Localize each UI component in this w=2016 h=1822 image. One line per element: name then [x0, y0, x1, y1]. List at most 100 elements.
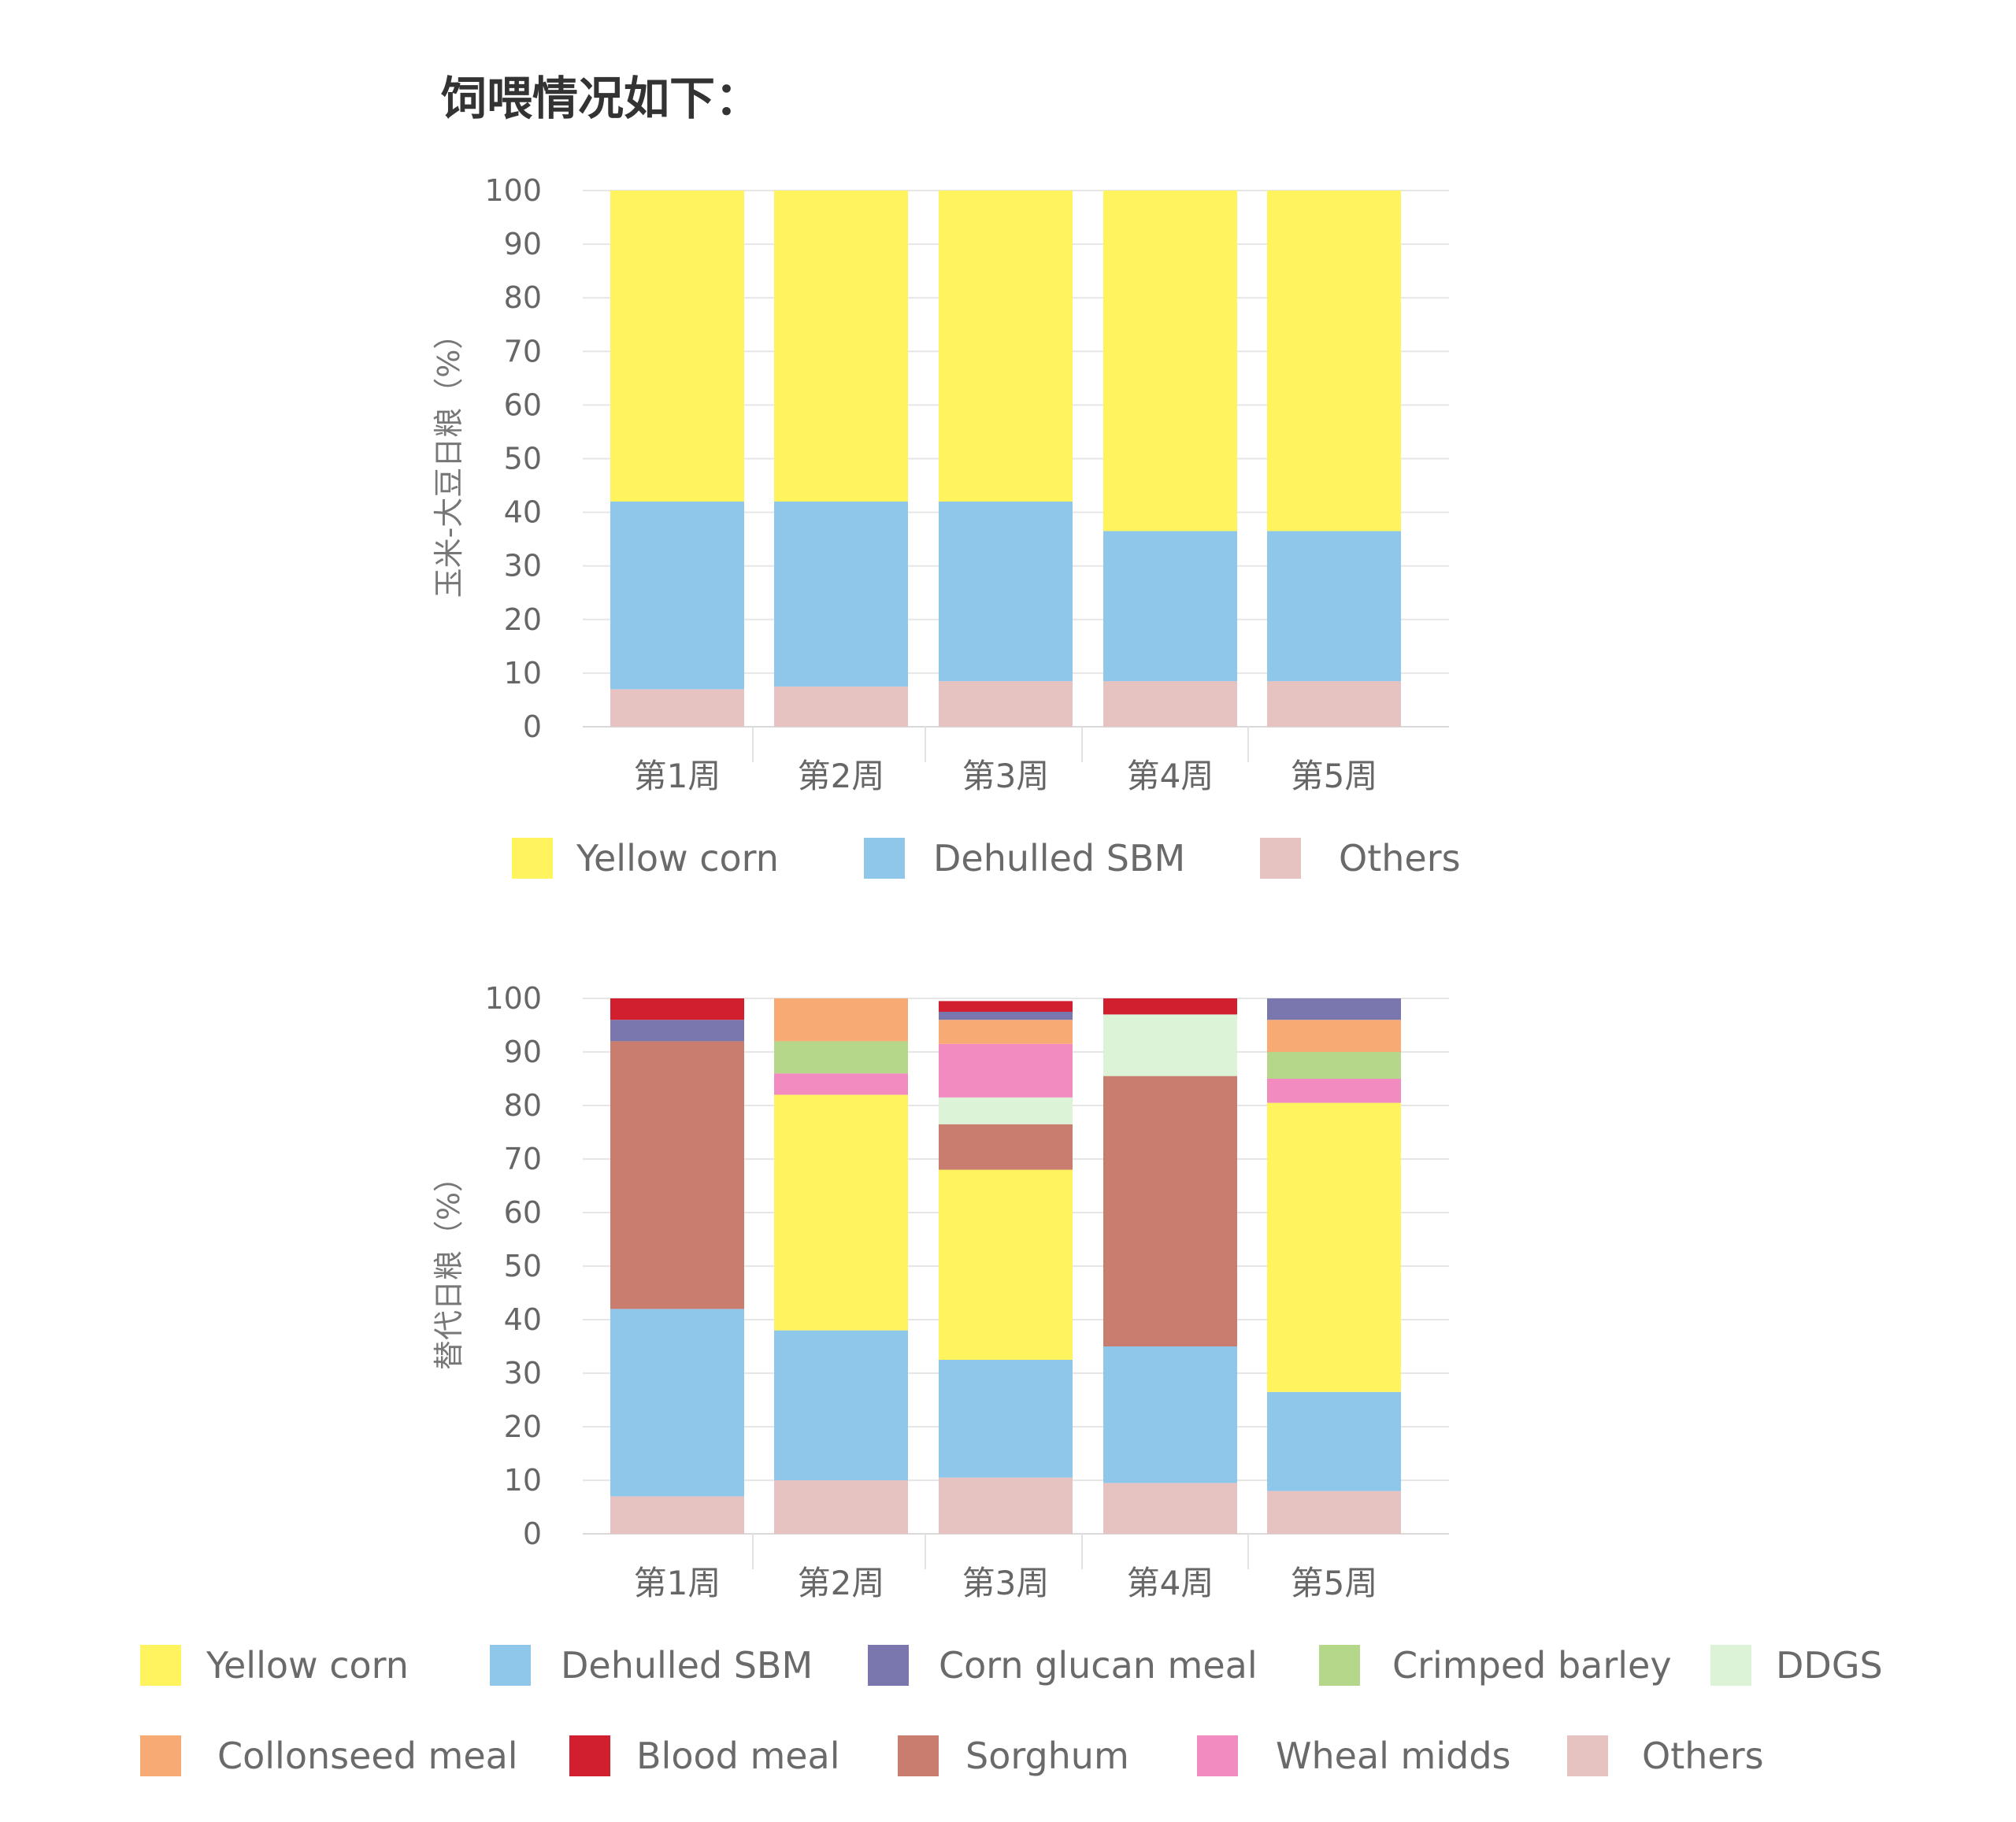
legend-label-others: Others [1339, 837, 1461, 880]
bar-segment-blood-meal [939, 1001, 1073, 1012]
bar-segment-crimped-barley [774, 1041, 908, 1074]
bar-segment-yellow-corn [774, 191, 908, 502]
bar-segment-ddgs [939, 1097, 1073, 1124]
legend-label-crimped-barley: Crimped barley [1392, 1644, 1672, 1687]
y-tick-label: 60 [504, 387, 542, 422]
bar-segment-yellow-corn [1103, 191, 1237, 531]
y-tick-label: 70 [504, 1142, 542, 1176]
legend-label-others: Others [1642, 1735, 1764, 1777]
bar-segment-wheal-midds [774, 1073, 908, 1095]
bar-segment-ddgs [1103, 1014, 1237, 1076]
bar-segment-corn-glucan-meal [1267, 998, 1401, 1020]
legend-label-yellow-corn: Yellow corn [206, 1644, 409, 1687]
y-tick-label: 20 [504, 602, 542, 637]
x-tick-label: 第2周 [798, 757, 885, 795]
bar-segment-corn-glucan-meal [939, 1012, 1073, 1020]
legend-swatch-others [1567, 1735, 1608, 1776]
bar-segment-yellow-corn [939, 1169, 1073, 1360]
bar-segment-others [610, 689, 744, 727]
legend-swatch-dehulled-sbm [864, 838, 905, 879]
bar-segment-blood-meal [610, 998, 744, 1020]
bar-segment-others [610, 1496, 744, 1534]
y-tick-label: 40 [504, 495, 542, 530]
bar-segment-corn-glucan-meal [610, 1020, 744, 1042]
bar-segment-collonseed-meal [1267, 1020, 1401, 1052]
x-tick-label: 第3周 [962, 1564, 1050, 1602]
legend-swatch-blood-meal [569, 1735, 610, 1776]
bar-segment-dehulled-sbm [774, 501, 908, 687]
bar-segment-dehulled-sbm [939, 501, 1073, 682]
legend-label-dehulled-sbm: Dehulled SBM [561, 1644, 813, 1687]
page-title: 饲喂情况如下： [441, 72, 762, 125]
bar-segment-wheal-midds [939, 1043, 1073, 1098]
legend-label-ddgs: DDGS [1776, 1644, 1883, 1687]
legend-swatch-others [1260, 838, 1301, 879]
legend-label-blood-meal: Blood meal [636, 1735, 840, 1777]
bar-segment-yellow-corn [1267, 1102, 1401, 1392]
x-tick-label: 第4周 [1127, 757, 1214, 795]
y-tick-label: 60 [504, 1195, 542, 1230]
y-tick-label: 100 [484, 981, 542, 1016]
bar-segment-others [1267, 1491, 1401, 1534]
bar-segment-others [774, 686, 908, 727]
x-tick-label: 第1周 [634, 1564, 721, 1602]
y-tick-label: 20 [504, 1409, 542, 1444]
y-tick-label: 50 [504, 1249, 542, 1283]
y-tick-label: 70 [504, 334, 542, 368]
bar-segment-yellow-corn [1267, 191, 1401, 531]
y-tick-label: 10 [504, 1463, 542, 1498]
legend-swatch-wheal-midds [1197, 1735, 1238, 1776]
bar-segment-yellow-corn [939, 191, 1073, 502]
y-axis-label: 替代日粮（%） [432, 1162, 466, 1370]
bar-segment-others [939, 1477, 1073, 1534]
bar-segment-yellow-corn [610, 191, 744, 502]
legend-swatch-dehulled-sbm [490, 1645, 531, 1686]
y-tick-label: 10 [504, 656, 542, 691]
bar-segment-sorghum [610, 1041, 744, 1309]
bar-segment-yellow-corn [774, 1094, 908, 1331]
legend-label-collonseed-meal: Collonseed meal [217, 1735, 518, 1777]
legend-swatch-crimped-barley [1319, 1645, 1360, 1686]
x-tick-label: 第5周 [1291, 1564, 1378, 1602]
bar-segment-wheal-midds [1267, 1079, 1401, 1103]
legend-swatch-sorghum [898, 1735, 939, 1776]
legend-label-sorghum: Sorghum [965, 1735, 1129, 1777]
chart-1: 0 10 20 30 40 50 60 70 80 90 100 第1周 第2周 第3周 第4周 第5周 玉米-… [432, 173, 1461, 880]
y-tick-label: 30 [504, 1356, 542, 1391]
y-tick-label: 50 [504, 442, 542, 476]
bar-segment-collonseed-meal [774, 998, 908, 1042]
y-tick-label: 40 [504, 1302, 542, 1337]
bar-segment-dehulled-sbm [1103, 531, 1237, 682]
bar-segment-collonseed-meal [939, 1020, 1073, 1044]
y-tick-label: 0 [523, 709, 542, 744]
bar-segment-others [1267, 681, 1401, 727]
y-tick-label: 80 [504, 1088, 542, 1123]
bar-segment-dehulled-sbm [1103, 1346, 1237, 1483]
legend-swatch-yellow-corn [512, 838, 553, 879]
bar-segment-sorghum [939, 1124, 1073, 1170]
y-tick-label: 80 [504, 280, 542, 315]
bar-segment-dehulled-sbm [610, 501, 744, 690]
bar-segment-blood-meal [1103, 998, 1237, 1015]
y-tick-label: 30 [504, 549, 542, 583]
legend-swatch-collonseed-meal [140, 1735, 181, 1776]
bar-segment-dehulled-sbm [939, 1360, 1073, 1478]
legend-label-dehulled-sbm: Dehulled SBM [933, 837, 1185, 880]
legend-swatch-ddgs [1710, 1645, 1751, 1686]
bar-segment-dehulled-sbm [1267, 1391, 1401, 1491]
bar-segment-others [774, 1480, 908, 1534]
bar-segment-dehulled-sbm [774, 1330, 908, 1480]
x-tick-label: 第4周 [1127, 1564, 1214, 1602]
chart-2: 0 10 20 30 40 50 60 70 80 90 100 第1周 第2周 第3周 第4周 第5周 替代日… [140, 981, 1883, 1777]
legend-swatch-corn-glucan-meal [868, 1645, 909, 1686]
y-tick-label: 90 [504, 227, 542, 261]
y-tick-label: 0 [523, 1516, 542, 1551]
legend-swatch-yellow-corn [140, 1645, 181, 1686]
y-axis-label: 玉米-大豆日粮（%） [432, 320, 466, 598]
bar-segment-others [1103, 1483, 1237, 1534]
bar-segment-sorghum [1103, 1076, 1237, 1346]
legend-label-wheal-midds: Wheal midds [1276, 1735, 1510, 1777]
bar-segment-others [939, 681, 1073, 727]
y-tick-label: 90 [504, 1035, 542, 1069]
x-tick-label: 第3周 [962, 757, 1050, 795]
